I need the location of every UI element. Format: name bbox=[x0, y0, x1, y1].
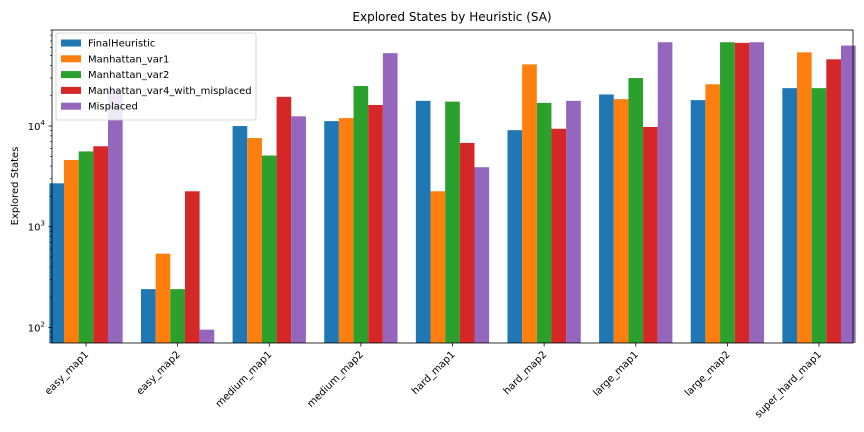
legend-label-Manhattan_var1: Manhattan_var1 bbox=[88, 54, 169, 65]
y-axis-label: Explored States bbox=[10, 147, 21, 226]
bar-hard_map2-Manhattan_var2 bbox=[536, 102, 552, 343]
bar-super_hard_map1-Manhattan_var1 bbox=[797, 52, 812, 343]
bar-easy_map1-FinalHeuristic bbox=[49, 183, 65, 343]
bar-large_map2-FinalHeuristic bbox=[690, 100, 706, 344]
y-tick-label: 104 bbox=[28, 119, 46, 133]
bar-super_hard_map1-FinalHeuristic bbox=[782, 88, 798, 344]
y-tick-exponent: 3 bbox=[41, 220, 45, 228]
legend-label-Manhattan_var4_with_misplaced: Manhattan_var4_with_misplaced bbox=[88, 86, 252, 97]
bars-group bbox=[49, 42, 856, 344]
y-tick-base: 10 bbox=[28, 223, 41, 234]
bar-large_map1-Manhattan_var1 bbox=[613, 99, 629, 343]
legend-label-Misplaced: Misplaced bbox=[88, 102, 138, 113]
legend-swatch-Manhattan_var4_with_misplaced bbox=[61, 86, 81, 94]
bar-super_hard_map1-Manhattan_var2 bbox=[811, 88, 827, 344]
y-tick-label: 103 bbox=[28, 220, 45, 234]
bar-easy_map2-Manhattan_var1 bbox=[155, 253, 171, 343]
bar-hard_map2-FinalHeuristic bbox=[507, 130, 523, 343]
y-tick-base: 10 bbox=[28, 122, 41, 133]
bar-hard_map2-Manhattan_var1 bbox=[522, 64, 537, 344]
bar-super_hard_map1-Manhattan_var4_with_misplaced bbox=[826, 59, 841, 344]
bar-medium_map2-Manhattan_var4_with_misplaced bbox=[368, 104, 383, 343]
legend-label-Manhattan_var2: Manhattan_var2 bbox=[88, 70, 169, 81]
bar-large_map1-FinalHeuristic bbox=[599, 94, 614, 343]
bar-hard_map2-Manhattan_var4_with_misplaced bbox=[551, 128, 567, 343]
bar-super_hard_map1-Misplaced bbox=[840, 45, 856, 344]
bar-large_map2-Manhattan_var1 bbox=[705, 84, 721, 343]
legend-swatch-Manhattan_var1 bbox=[61, 55, 81, 63]
legend-swatch-Manhattan_var2 bbox=[61, 71, 81, 79]
bar-medium_map2-Manhattan_var1 bbox=[338, 118, 354, 343]
legend-box bbox=[55, 32, 257, 121]
bar-large_map2-Manhattan_var2 bbox=[720, 42, 735, 343]
y-tick-label: 102 bbox=[28, 320, 45, 334]
bar-large_map2-Misplaced bbox=[749, 42, 765, 343]
bar-medium_map1-Manhattan_var4_with_misplaced bbox=[276, 96, 292, 344]
bar-medium_map1-Manhattan_var2 bbox=[261, 155, 277, 343]
bar-large_map1-Manhattan_var4_with_misplaced bbox=[643, 126, 658, 343]
bar-hard_map1-Manhattan_var4_with_misplaced bbox=[459, 142, 475, 343]
legend-swatch-Misplaced bbox=[61, 102, 81, 110]
y-tick-exponent: 4 bbox=[41, 119, 46, 127]
bar-hard_map2-Misplaced bbox=[566, 100, 581, 343]
bar-medium_map1-Misplaced bbox=[291, 116, 306, 343]
legend: FinalHeuristic Manhattan_var1 Manhattan_va… bbox=[55, 32, 257, 121]
legend-label-FinalHeuristic: FinalHeuristic bbox=[88, 39, 155, 50]
bar-large_map2-Manhattan_var4_with_misplaced bbox=[734, 42, 750, 344]
bar-hard_map1-Manhattan_var2 bbox=[445, 101, 460, 343]
bar-medium_map2-Manhattan_var2 bbox=[353, 86, 369, 343]
bar-medium_map2-Misplaced bbox=[382, 53, 398, 344]
bar-large_map1-Misplaced bbox=[657, 42, 673, 343]
bar-easy_map1-Manhattan_var4_with_misplaced bbox=[93, 146, 108, 343]
bar-medium_map1-Manhattan_var1 bbox=[247, 138, 262, 343]
y-tick-exponent: 2 bbox=[41, 320, 45, 328]
legend-swatch-FinalHeuristic bbox=[61, 39, 81, 47]
bar-easy_map2-Manhattan_var4_with_misplaced bbox=[184, 191, 200, 343]
bar-hard_map1-FinalHeuristic bbox=[415, 100, 431, 343]
plot-frame bbox=[51, 29, 854, 344]
bar-hard_map1-Misplaced bbox=[474, 167, 490, 343]
bar-easy_map2-Misplaced bbox=[199, 329, 215, 343]
bar-medium_map1-FinalHeuristic bbox=[232, 126, 248, 343]
bar-easy_map2-FinalHeuristic bbox=[140, 289, 156, 343]
bar-easy_map1-Manhattan_var2 bbox=[78, 151, 94, 343]
bar-medium_map2-FinalHeuristic bbox=[324, 121, 339, 343]
bar-large_map1-Manhattan_var2 bbox=[628, 78, 644, 343]
chart-title: Explored States by Heuristic (SA) bbox=[352, 10, 551, 24]
bar-easy_map2-Manhattan_var2 bbox=[170, 289, 185, 343]
y-tick-base: 10 bbox=[28, 323, 41, 334]
bar-easy_map1-Manhattan_var1 bbox=[64, 160, 79, 343]
bar-hard_map1-Manhattan_var1 bbox=[430, 191, 446, 343]
bar-easy_map1-Misplaced bbox=[107, 89, 123, 344]
